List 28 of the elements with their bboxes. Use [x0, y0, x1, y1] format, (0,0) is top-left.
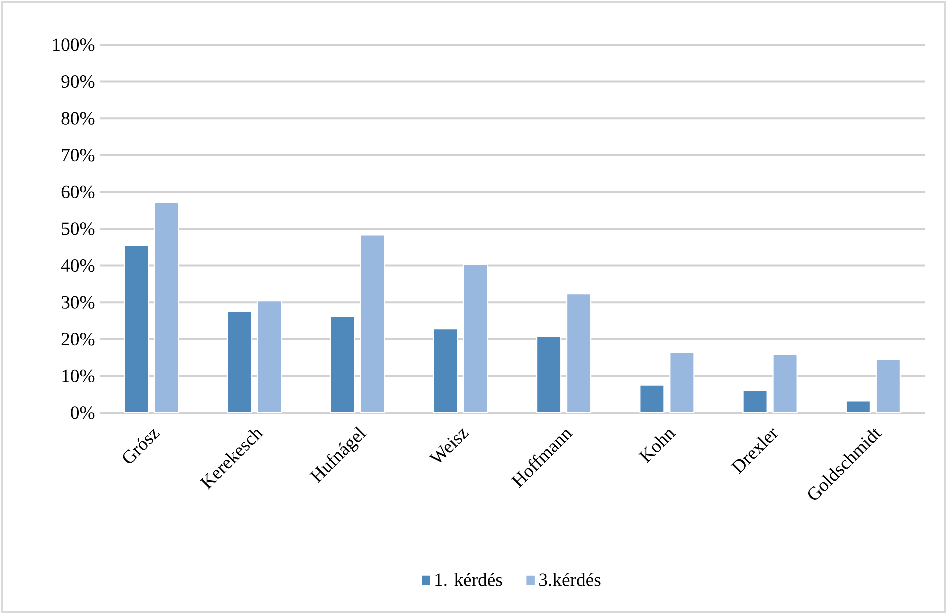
bar [463, 264, 488, 413]
bar [257, 300, 282, 413]
bar [227, 311, 252, 413]
y-tick-label: 0% [71, 406, 95, 420]
y-tick-label: 90% [62, 75, 95, 88]
bar [640, 384, 665, 413]
bar [360, 234, 386, 413]
bar [154, 202, 180, 413]
y-tick-label: 60% [62, 186, 95, 199]
y-tick-label: 40% [61, 259, 95, 272]
bar [742, 390, 768, 413]
y-tick-label: 80% [62, 112, 95, 125]
y-tick-label: 100% [53, 38, 95, 52]
y-tick-label: 20% [62, 333, 95, 346]
bar [670, 352, 695, 413]
y-tick-label: 70% [62, 149, 95, 162]
bar [876, 359, 901, 413]
y-tick-label: 10% [62, 370, 95, 383]
bar [330, 316, 356, 413]
y-tick-label: 30% [62, 296, 95, 309]
legend-label: 3.kérdés [540, 573, 601, 586]
bar [124, 245, 150, 413]
bar [772, 354, 798, 413]
bar [433, 328, 458, 413]
legend-label: 1. kérdés [436, 573, 502, 586]
bar [536, 336, 562, 413]
y-tick-label: 50% [62, 222, 95, 236]
bar [566, 294, 592, 413]
